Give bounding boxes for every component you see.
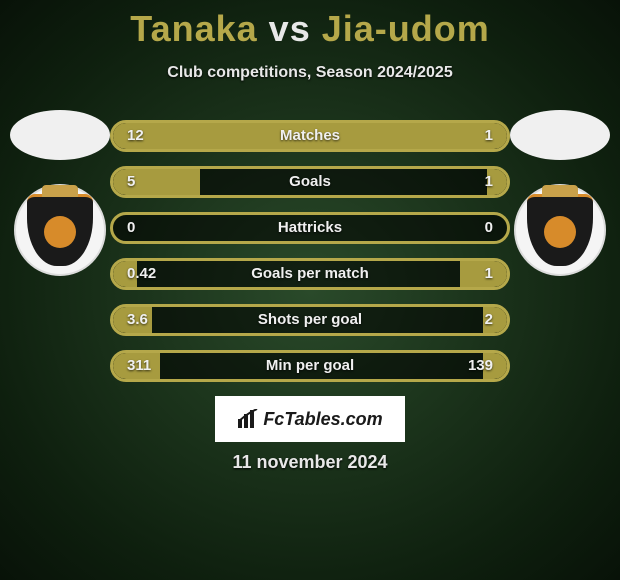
stat-label: Goals per match xyxy=(113,261,507,287)
subtitle: Club competitions, Season 2024/2025 xyxy=(0,64,620,82)
vs-label: vs xyxy=(269,8,311,49)
date-label: 11 november 2024 xyxy=(0,452,620,473)
stat-row: 0.421Goals per match xyxy=(110,258,510,290)
player2-disc xyxy=(510,110,610,160)
stat-label: Shots per goal xyxy=(113,307,507,333)
shield-icon xyxy=(527,194,593,266)
brand-text: FcTables.com xyxy=(263,409,382,430)
page-title: Tanaka vs Jia-udom xyxy=(0,0,620,50)
stats-rows: 121Matches 51Goals 00Hattricks 0.421Goals p… xyxy=(110,120,510,396)
brand-badge[interactable]: FcTables.com xyxy=(215,396,405,442)
player1-disc xyxy=(10,110,110,160)
stat-row: 311139Min per goal xyxy=(110,350,510,382)
player1-club-badge xyxy=(14,184,106,276)
player2-name: Jia-udom xyxy=(322,8,490,49)
stat-row: 00Hattricks xyxy=(110,212,510,244)
stat-row: 51Goals xyxy=(110,166,510,198)
player2-club-badge xyxy=(514,184,606,276)
player1-column xyxy=(0,110,120,276)
comparison-card: Tanaka vs Jia-udom Club competitions, Se… xyxy=(0,0,620,580)
stat-label: Matches xyxy=(113,123,507,149)
player2-column xyxy=(500,110,620,276)
shield-icon xyxy=(27,194,93,266)
stat-row: 3.62Shots per goal xyxy=(110,304,510,336)
chart-icon xyxy=(237,409,259,429)
stat-row: 121Matches xyxy=(110,120,510,152)
stat-label: Hattricks xyxy=(113,215,507,241)
player1-name: Tanaka xyxy=(130,8,257,49)
stat-label: Goals xyxy=(113,169,507,195)
stat-label: Min per goal xyxy=(113,353,507,379)
